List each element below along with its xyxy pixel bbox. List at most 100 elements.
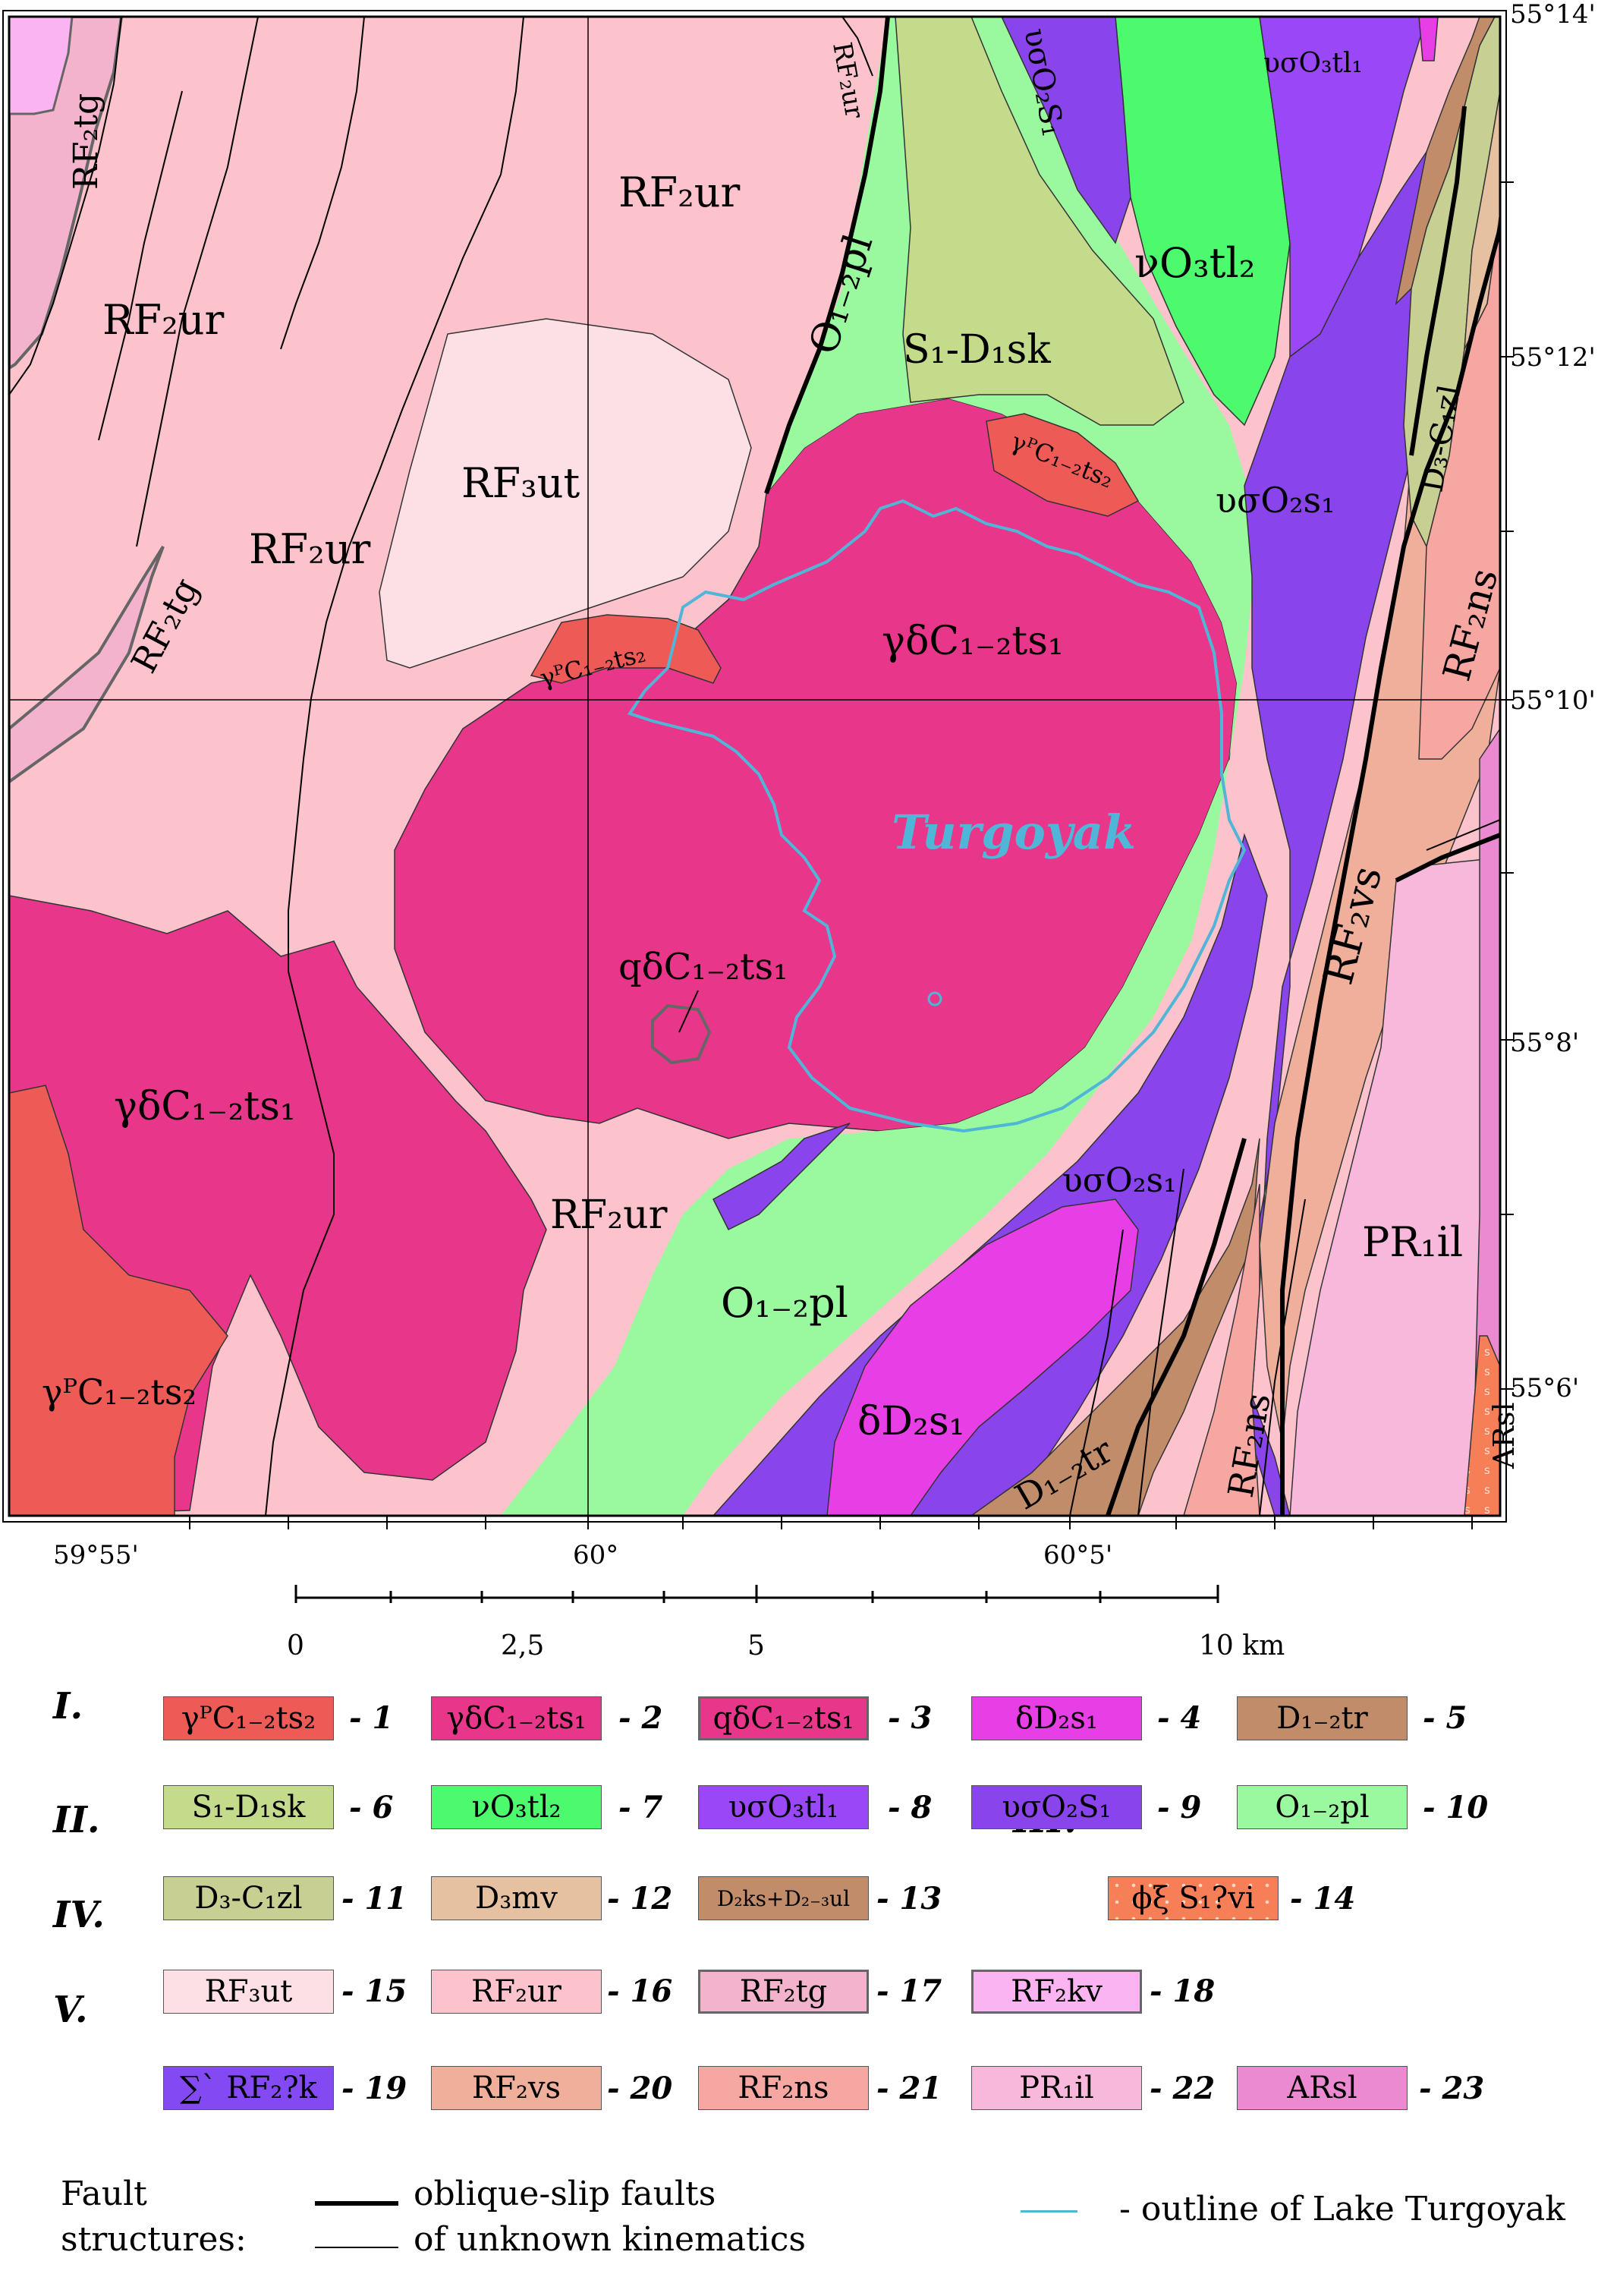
legend-num-22: - 22	[1150, 2071, 1216, 2106]
legend-group-4: IV.	[53, 1894, 105, 1936]
coord-lat-top: 55°14'	[1510, 0, 1596, 30]
legend-box-16: RF₂ur	[431, 1970, 602, 2014]
legend-num-5: - 5	[1423, 1700, 1467, 1736]
unit-d12tr	[970, 1138, 1260, 1516]
legend-num-9: - 9	[1157, 1790, 1202, 1825]
faults-unknown	[9, 17, 1500, 1516]
unit-rf2ns-east	[1418, 212, 1500, 760]
map-frame	[8, 15, 1502, 1517]
legend-group-1: I.	[53, 1685, 83, 1728]
geological-map: s	[2, 0, 1596, 1661]
label-s1d1sk: S₁-D₁sk	[903, 327, 1051, 373]
unit-rf2kv-topright	[1418, 17, 1439, 61]
unit-d2ks	[1395, 17, 1496, 306]
coord-lat-10: 55°10'	[1510, 685, 1596, 716]
legend-box-3: qδC₁₋₂ts₁	[698, 1696, 869, 1740]
legend-num-3: - 3	[888, 1700, 933, 1736]
unit-dd2s1	[826, 1198, 1139, 1516]
legend-box-11: D₃-C₁zl	[163, 1876, 334, 1920]
legend-num-11: - 11	[341, 1881, 407, 1916]
unit-rf2ns-south	[1183, 1183, 1260, 1516]
fault-unknown-symbol	[315, 2247, 398, 2248]
legend-box-2: γδC₁₋₂ts₁	[431, 1696, 602, 1740]
legend-num-8: - 8	[888, 1790, 933, 1825]
label-gd-w: γδC₁₋₂ts₁	[114, 1084, 296, 1129]
legend-box-22: PR₁il	[971, 2066, 1142, 2110]
scale-bar	[294, 1585, 1219, 1603]
lake-outline-symbol	[1021, 2210, 1077, 2213]
legend-num-2: - 2	[618, 1700, 663, 1736]
faults-oblique	[764, 17, 1500, 1516]
lake-outline-label: - outline of Lake Turgoyak	[1119, 2190, 1565, 2228]
label-gd-main: γδC₁₋₂ts₁	[882, 619, 1064, 664]
label-uso2s1-east: υσO₂s₁	[1216, 480, 1335, 521]
coord-lon-5955: 59°55'	[53, 1540, 139, 1570]
legend-box-13: D₂ks+D₂₋₃ul	[698, 1876, 869, 1920]
scale-label-10: 10 km	[1199, 1630, 1285, 1661]
legend-box-17: RF₂tg	[698, 1970, 869, 2014]
label-rf2ur-nl: RF₂ur	[102, 296, 225, 344]
legend-box-4: δD₂s₁	[971, 1696, 1142, 1740]
unit-ultramafic	[1464, 1335, 1500, 1516]
legend-num-14: - 14	[1290, 1881, 1356, 1916]
legend-box-19: ∑` RF₂?k	[163, 2066, 334, 2110]
label-pr1il: PR₁il	[1362, 1218, 1463, 1266]
legend-num-19: - 19	[341, 2071, 407, 2106]
legend-group-2: II.	[53, 1799, 100, 1841]
legend-num-12: - 12	[607, 1881, 673, 1916]
legend-box-8: υσO₃tl₁	[698, 1785, 869, 1829]
legend-box-14: ϕξ S₁?vi	[1108, 1876, 1279, 1920]
coordinate-frame	[2, 10, 1507, 1523]
legend-num-15: - 15	[341, 1973, 407, 2009]
coord-lat-8: 55°8'	[1510, 1028, 1579, 1058]
fault-title-2: structures:	[61, 2220, 247, 2259]
legend-num-13: - 13	[876, 1881, 942, 1916]
fault-unknown-label: of unknown kinematics	[414, 2220, 806, 2259]
unit-rf2kv-corner	[9, 17, 74, 115]
legend-num-4: - 4	[1157, 1700, 1202, 1736]
label-rf3ut: RF₃ut	[461, 459, 580, 507]
unit-gp-sw	[9, 1085, 228, 1516]
unit-rf2tg-lower	[9, 545, 165, 784]
fault-oblique-symbol	[315, 2201, 398, 2206]
unit-rf3ut	[379, 318, 752, 669]
label-o12pl-s: O₁₋₂pl	[721, 1279, 848, 1327]
legend-box-5: D₁₋₂tr	[1237, 1696, 1408, 1740]
legend-num-16: - 16	[607, 1973, 673, 2009]
lake-outline	[627, 499, 1247, 1133]
label-lake: Turgoyak	[892, 805, 1136, 860]
scale-label-25: 2,5	[501, 1630, 544, 1661]
scale-label-5: 5	[747, 1630, 765, 1661]
scale-label-0: 0	[287, 1630, 304, 1661]
unit-qd	[651, 1003, 712, 1065]
label-arsl: ARsl	[1487, 1402, 1521, 1469]
label-rf2ur-top: RF₂ur	[618, 168, 741, 216]
legend-num-21: - 21	[876, 2071, 942, 2106]
label-rf2ur-c: RF₂ur	[249, 525, 371, 573]
legend-num-17: - 17	[876, 1973, 942, 2009]
legend-num-20: - 20	[607, 2071, 673, 2106]
coordinate-labels: 55°14' 55°12' 55°10' 55°8' 55°6' 59°55' …	[53, 0, 1596, 1570]
qd-leader	[678, 990, 699, 1033]
unit-uso2s1-south	[712, 1123, 851, 1231]
label-vo3tl2: νO₃tl₂	[1134, 239, 1255, 287]
legend-num-7: - 7	[618, 1790, 663, 1825]
legend-box-18: RF₂kv	[971, 1970, 1142, 2014]
coord-lon-60: 60°	[573, 1540, 618, 1570]
unit-pr1il	[1289, 857, 1500, 1516]
coord-lat-6: 55°6'	[1510, 1373, 1579, 1403]
label-uso2s1-s: υσO₂s₁	[1062, 1161, 1177, 1200]
legend-num-6: - 6	[349, 1790, 394, 1825]
legend-num-10: - 10	[1423, 1790, 1489, 1825]
legend-num-23: - 23	[1419, 2071, 1485, 2106]
coord-lat-12: 55°12'	[1510, 342, 1596, 373]
legend-box-12: D₃mv	[431, 1876, 602, 1920]
legend-box-23: ARsl	[1237, 2066, 1408, 2110]
legend-box-1: γᴾC₁₋₂ts₂	[163, 1696, 334, 1740]
fault-oblique-label: oblique-slip faults	[414, 2175, 716, 2213]
legend-box-6: S₁-D₁sk	[163, 1785, 334, 1829]
unit-arsl	[1471, 727, 1500, 1516]
label-uso3tl1: υσO₃tl₁	[1263, 48, 1363, 79]
unit-labels: RF₂tg RF₂ur RF₂ur RF₂ur υσO₂S₁ υσO₃tl₁ ν…	[42, 26, 1521, 1518]
legend-num-18: - 18	[1150, 1973, 1216, 2009]
